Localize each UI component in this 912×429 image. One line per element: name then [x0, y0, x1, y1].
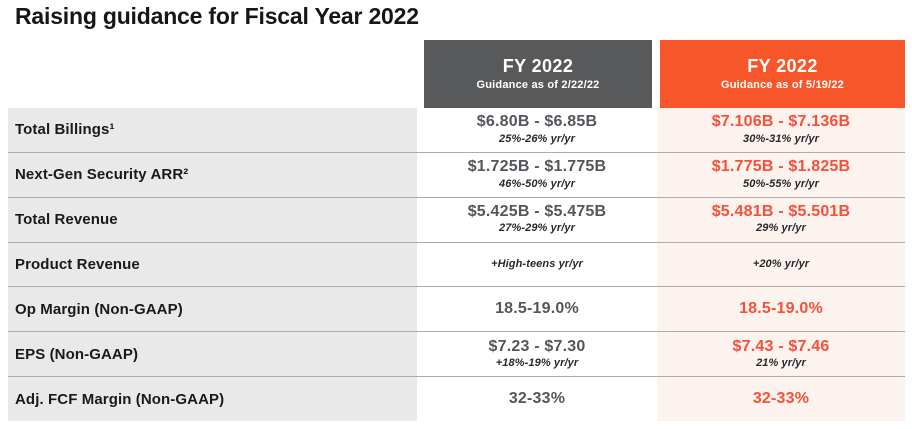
- column-header-title: FY 2022: [502, 55, 574, 76]
- prior-value: $5.425B - $5.475B: [467, 203, 607, 221]
- prior-value: $6.80B - $6.85B: [476, 113, 598, 131]
- prior-guidance-cell: +High-teens yr/yr: [417, 243, 657, 287]
- table-row-total-billings: Total Billings¹ $6.80B - $6.85B 25%-26% …: [8, 108, 905, 153]
- prior-growth: +18%-19% yr/yr: [495, 357, 579, 369]
- new-guidance-cell: +20% yr/yr: [657, 242, 905, 287]
- row-label: EPS (Non-GAAP): [8, 332, 417, 377]
- prior-growth: 25%-26% yr/yr: [499, 132, 575, 145]
- table-row-op-margin: Op Margin (Non-GAAP) 18.5-19.0% 18.5-19.…: [8, 287, 905, 333]
- prior-growth: 46%-50% yr/yr: [499, 177, 575, 190]
- row-label: Op Margin (Non-GAAP): [8, 287, 417, 332]
- table-row-next-gen-security-arr: Next-Gen Security ARR² $1.725B - $1.775B…: [8, 152, 905, 198]
- column-header-title: FY 2022: [747, 55, 818, 76]
- new-value: $5.481B - $5.501B: [711, 203, 851, 221]
- table-row-product-revenue: Product Revenue +High-teens yr/yr +20% y…: [8, 242, 905, 288]
- prior-guidance-cell: $5.425B - $5.475B 27%-29% yr/yr: [417, 198, 657, 242]
- new-growth: +20% yr/yr: [752, 258, 810, 271]
- row-label: Total Billings¹: [8, 108, 417, 152]
- column-header-new-guidance: FY 2022 Guidance as of 5/19/22: [660, 40, 905, 108]
- new-growth: 29% yr/yr: [756, 222, 806, 235]
- column-header-subtitle: Guidance as of 2/22/22: [476, 79, 600, 92]
- prior-guidance-cell: $1.725B - $1.775B 46%-50% yr/yr: [417, 153, 657, 197]
- prior-value: 32-33%: [508, 389, 566, 407]
- new-growth: 21% yr/yr: [756, 357, 806, 369]
- page-title: Raising guidance for Fiscal Year 2022: [15, 3, 419, 29]
- new-guidance-cell: $1.775B - $1.825B 50%-55% yr/yr: [657, 152, 905, 197]
- column-header-prior-guidance: FY 2022 Guidance as of 2/22/22: [424, 40, 652, 108]
- new-growth: 30%-31% yr/yr: [743, 132, 819, 145]
- new-guidance-cell: $7.106B - $7.136B 30%-31% yr/yr: [657, 108, 905, 152]
- new-guidance-cell: $5.481B - $5.501B 29% yr/yr: [657, 197, 905, 242]
- table-row-eps: EPS (Non-GAAP) $7.23 - $7.30 +18%-19% yr…: [8, 332, 905, 378]
- prior-guidance-cell: $6.80B - $6.85B 25%-26% yr/yr: [417, 108, 657, 152]
- table-row-total-revenue: Total Revenue $5.425B - $5.475B 27%-29% …: [8, 197, 905, 243]
- row-label: Product Revenue: [8, 242, 417, 287]
- new-guidance-cell: 18.5-19.0%: [657, 287, 905, 332]
- prior-guidance-cell: $7.23 - $7.30 +18%-19% yr/yr: [417, 332, 657, 376]
- guidance-table: Total Billings¹ $6.80B - $6.85B 25%-26% …: [8, 108, 905, 422]
- prior-value: 18.5-19.0%: [495, 300, 579, 318]
- prior-value: $1.725B - $1.775B: [467, 158, 607, 176]
- new-value: $7.106B - $7.136B: [711, 113, 851, 131]
- prior-guidance-cell: 32-33%: [417, 377, 657, 421]
- new-value: $7.43 - $7.46: [732, 337, 830, 355]
- row-label: Adj. FCF Margin (Non-GAAP): [8, 377, 417, 422]
- new-guidance-cell: 32-33%: [657, 377, 905, 422]
- prior-growth: +High-teens yr/yr: [491, 258, 583, 271]
- row-label: Next-Gen Security ARR²: [8, 152, 417, 197]
- column-header-subtitle: Guidance as of 5/19/22: [720, 79, 844, 92]
- row-label: Total Revenue: [8, 197, 417, 242]
- new-value: $1.775B - $1.825B: [711, 158, 851, 176]
- prior-guidance-cell: 18.5-19.0%: [417, 287, 657, 331]
- new-value: 18.5-19.0%: [739, 300, 823, 318]
- new-growth: 50%-55% yr/yr: [743, 177, 819, 190]
- new-value: 32-33%: [752, 389, 810, 407]
- prior-value: $7.23 - $7.30: [488, 337, 586, 355]
- prior-growth: 27%-29% yr/yr: [499, 222, 575, 235]
- table-row-adj-fcf-margin: Adj. FCF Margin (Non-GAAP) 32-33% 32-33%: [8, 377, 905, 422]
- new-guidance-cell: $7.43 - $7.46 21% yr/yr: [657, 332, 905, 377]
